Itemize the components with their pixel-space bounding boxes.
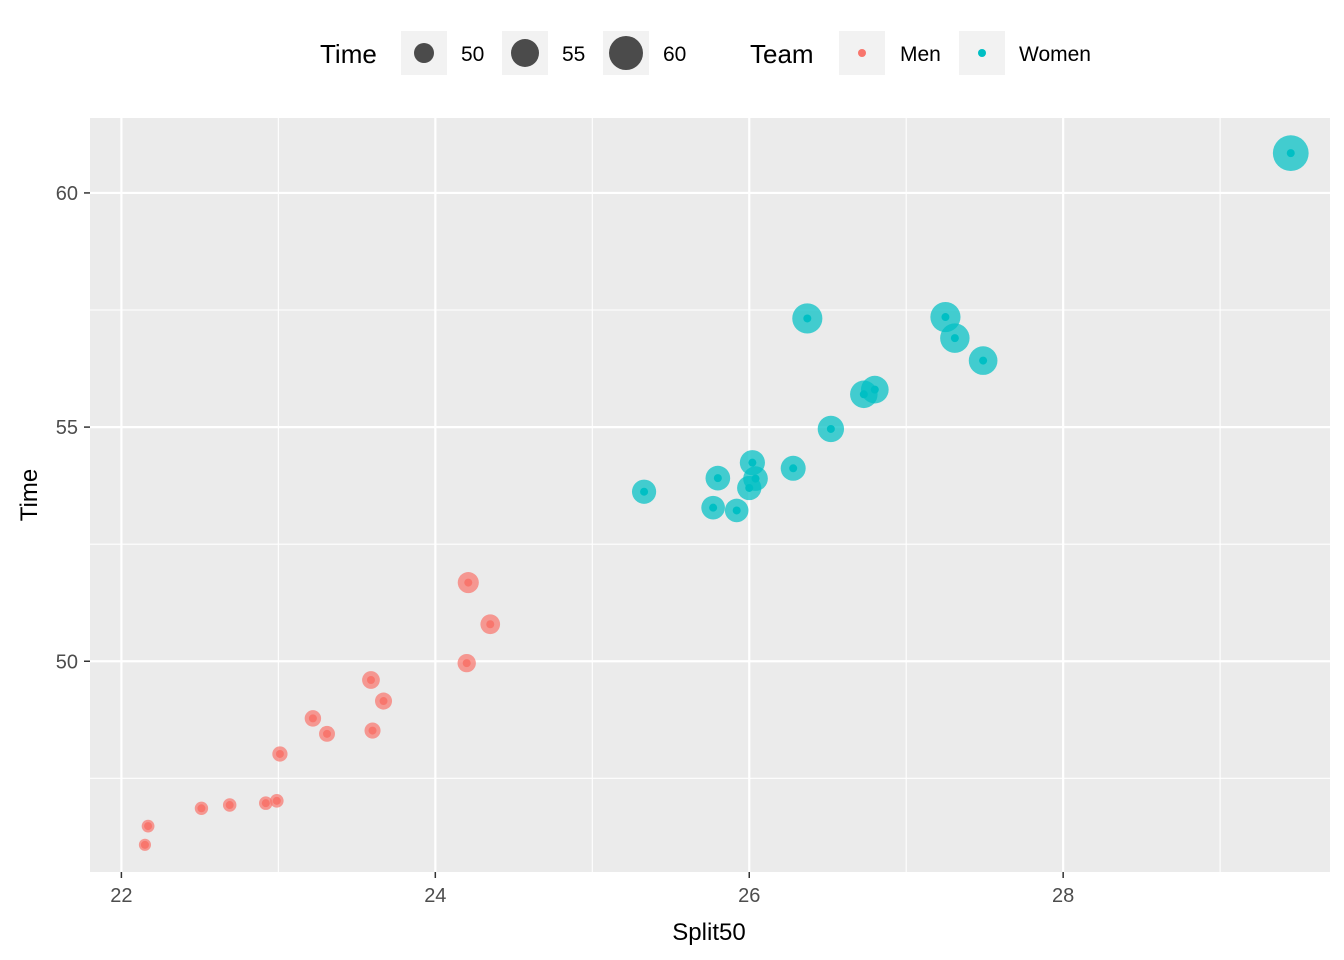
size-legend-key-small (414, 43, 434, 63)
size-legend-label-55: 55 (562, 43, 585, 66)
data-point-center-men (486, 620, 495, 629)
data-point-center-men (379, 697, 388, 706)
x-tick-label: 22 (110, 885, 132, 907)
data-point-center-men (261, 799, 270, 808)
y-axis-ticks: 50 55 60 (56, 183, 90, 673)
y-tick-label: 55 (56, 417, 78, 439)
color-legend-title: Team (750, 39, 814, 69)
data-point-center-men (462, 659, 471, 668)
data-point-center-women (748, 458, 757, 467)
data-point-center-women (870, 385, 879, 394)
data-point-center-women (803, 314, 812, 323)
data-point-center-women (826, 424, 835, 433)
data-point-center-women (789, 464, 798, 473)
size-legend-key-medium (511, 39, 539, 67)
size-legend-label-50: 50 (461, 43, 484, 66)
size-legend-label-60: 60 (663, 43, 686, 66)
size-legend: Time 50 55 60 (320, 31, 686, 75)
color-legend: Team Men Women (750, 31, 1091, 75)
size-legend-key-large (609, 36, 643, 70)
data-point-center-women (979, 356, 988, 365)
x-tick-label: 24 (424, 885, 446, 907)
color-legend-label-women: Women (1019, 43, 1091, 66)
x-axis-title: Split50 (672, 919, 745, 946)
data-point-center-men (225, 801, 234, 810)
x-axis-ticks: 22 24 26 28 (110, 872, 1074, 907)
data-point-center-men (144, 822, 153, 831)
data-point-center-men (323, 729, 332, 738)
minor-gridlines (90, 118, 1330, 872)
data-point-center-men (197, 804, 206, 813)
data-point-center-men (308, 714, 317, 723)
data-point-center-women (640, 487, 649, 496)
y-tick-label: 60 (56, 183, 78, 205)
x-tick-label: 26 (738, 885, 760, 907)
color-legend-label-men: Men (900, 43, 941, 66)
major-gridlines (90, 118, 1330, 872)
data-point-center-women (1286, 149, 1295, 158)
data-point-center-men (464, 578, 473, 587)
data-points (138, 135, 1309, 851)
data-point-center-men (368, 726, 377, 735)
data-point-center-women (941, 313, 950, 322)
data-point-center-men (272, 796, 281, 805)
plot-panel (90, 118, 1330, 872)
color-legend-key-men (858, 49, 866, 57)
y-tick-label: 50 (56, 651, 78, 673)
data-point-center-women (732, 506, 741, 515)
data-point-center-men (140, 840, 149, 849)
x-tick-label: 28 (1052, 885, 1074, 907)
size-legend-title: Time (320, 39, 377, 69)
data-point-center-women (709, 503, 718, 512)
data-point-center-women (713, 474, 722, 483)
color-legend-key-women (978, 49, 986, 57)
y-axis-title: Time (16, 469, 43, 521)
data-point-center-women (950, 334, 959, 343)
data-point-center-men (366, 675, 375, 684)
data-point-center-women (751, 474, 760, 483)
data-point-center-men (275, 749, 284, 758)
legend: Time 50 55 60 Team Men Women (320, 31, 1091, 75)
